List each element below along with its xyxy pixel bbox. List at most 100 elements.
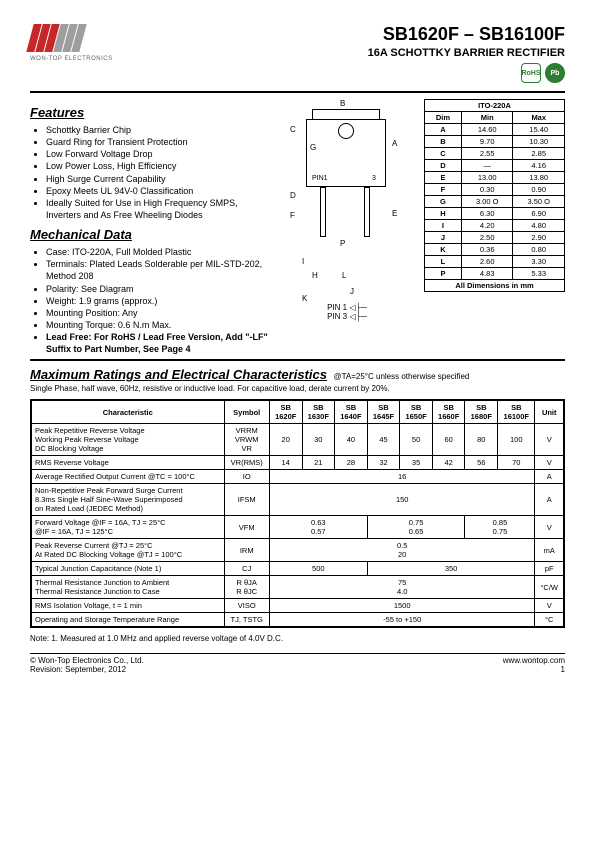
char-cell: 70 [498,456,535,470]
char-cell: 60 [432,424,465,456]
char-hdr: SB16100F [498,400,535,424]
char-cell: 1500 [269,599,535,613]
dimension-table: ITO-220A Dim Min Max A14.6015.40B9.7010.… [424,99,565,280]
char-hdr: Symbol [224,400,269,424]
pb-badge: Pb [545,63,565,83]
dim-cell: 13.80 [513,172,565,184]
char-cell: 20 [269,424,302,456]
dim-cell: 2.90 [513,232,565,244]
maxratings-note: @TA=25°C unless otherwise specified [333,372,469,381]
char-hdr: SB1640F [335,400,368,424]
dim-cell: P [425,268,462,280]
dim-cell: C [425,148,462,160]
char-cell: °C/W [535,576,564,599]
char-cell: VISO [224,599,269,613]
mech-bold: Lead Free: For RoHS / Lead Free Version,… [46,331,270,355]
feature-item: Guard Ring for Transient Protection [46,136,270,148]
dim-b: B [340,99,345,108]
mech-item: Terminals: Plated Leads Solderable per M… [46,258,270,282]
char-hdr: SB1650F [400,400,433,424]
dim-cell: 2.50 [461,232,513,244]
char-cell: 0.520 [269,539,535,562]
dim-hdr: Max [513,112,565,124]
feature-item: High Surge Current Capability [46,173,270,185]
dim-cell: 3.30 [513,256,565,268]
maxratings-heading: Maximum Ratings and Electrical Character… [30,367,327,382]
dim-d: D [290,191,296,200]
dim-cell: A [425,124,462,136]
char-cell: 500 [269,562,367,576]
char-cell: Forward Voltage @IF = 16A, TJ = 25°C @IF… [31,516,224,539]
company-logo [30,24,113,52]
maxratings-note2: Single Phase, half wave, 60Hz, resistive… [30,384,565,393]
char-cell: VR(RMS) [224,456,269,470]
char-cell: 28 [335,456,368,470]
char-cell: 0.630.57 [269,516,367,539]
page-header: WON-TOP ELECTRONICS SB1620F – SB16100F 1… [30,24,565,83]
logo-block: WON-TOP ELECTRONICS [30,24,113,62]
char-cell: IO [224,470,269,484]
char-hdr: SB1645F [367,400,400,424]
pin1-label: PIN1 [312,175,328,182]
char-cell: pF [535,562,564,576]
char-cell: 16 [269,470,535,484]
mech-item: Polarity: See Diagram [46,283,270,295]
char-cell: 14 [269,456,302,470]
mech-item: Mounting Position: Any [46,307,270,319]
mechanical-list: Case: ITO-220A, Full Molded Plastic Term… [30,246,270,355]
char-cell: 100 [498,424,535,456]
char-cell: -55 to +150 [269,613,535,628]
char-cell: VRRMVRWMVR [224,424,269,456]
char-cell: 32 [367,456,400,470]
note-1: Note: 1. Measured at 1.0 MHz and applied… [30,634,565,643]
top-columns: Features Schottky Barrier Chip Guard Rin… [30,99,565,355]
dim-e: E [392,209,397,218]
compliance-badges: RoHS Pb [368,63,565,83]
char-cell: Non-Repetitive Peak Forward Surge Curren… [31,484,224,516]
char-cell: IRM [224,539,269,562]
feature-item: Low Power Loss, High Efficiency [46,160,270,172]
features-heading: Features [30,105,270,120]
dim-cell: 14.60 [461,124,513,136]
char-cell: °C [535,613,564,628]
char-cell: 42 [432,456,465,470]
char-hdr: Characteristic [31,400,224,424]
copyright: © Won-Top Electronics Co., Ltd. [30,656,144,665]
company-name: WON-TOP ELECTRONICS [30,56,113,62]
char-cell: V [535,456,564,470]
char-cell: 21 [302,456,335,470]
dim-cell: E [425,172,462,184]
dim-cell: 3.00 O [461,196,513,208]
rohs-badge: RoHS [521,63,541,83]
dim-cell: K [425,244,462,256]
dim-c: C [290,125,296,134]
revision: Revision: September, 2012 [30,665,144,674]
char-hdr: SB1660F [432,400,465,424]
char-cell: Thermal Resistance Junction to AmbientTh… [31,576,224,599]
dim-cell: 5.33 [513,268,565,280]
char-hdr: SB1620F [269,400,302,424]
dim-cell: B [425,136,462,148]
dim-a: A [392,139,397,148]
dim-cell: 0.30 [461,184,513,196]
feature-item: Epoxy Meets UL 94V-0 Classification [46,185,270,197]
dim-cell: — [461,160,513,172]
dim-caption: All Dimensions in mm [424,280,565,292]
dim-cell: 4.80 [513,220,565,232]
char-cell: R θJAR θJC [224,576,269,599]
char-cell: 150 [269,484,535,516]
dim-cell: 6.90 [513,208,565,220]
char-cell: 40 [335,424,368,456]
dim-cell: G [425,196,462,208]
page-number: 1 [503,665,565,674]
char-cell: V [535,424,564,456]
dim-cell: H [425,208,462,220]
char-cell: 35 [400,456,433,470]
char-cell: Operating and Storage Temperature Range [31,613,224,628]
char-cell: VFM [224,516,269,539]
dim-cell: 0.90 [513,184,565,196]
feature-item: Ideally Suited for Use in High Frequency… [46,197,270,221]
dim-hdr: Dim [425,112,462,124]
dim-cell: 2.85 [513,148,565,160]
dim-cell: J [425,232,462,244]
